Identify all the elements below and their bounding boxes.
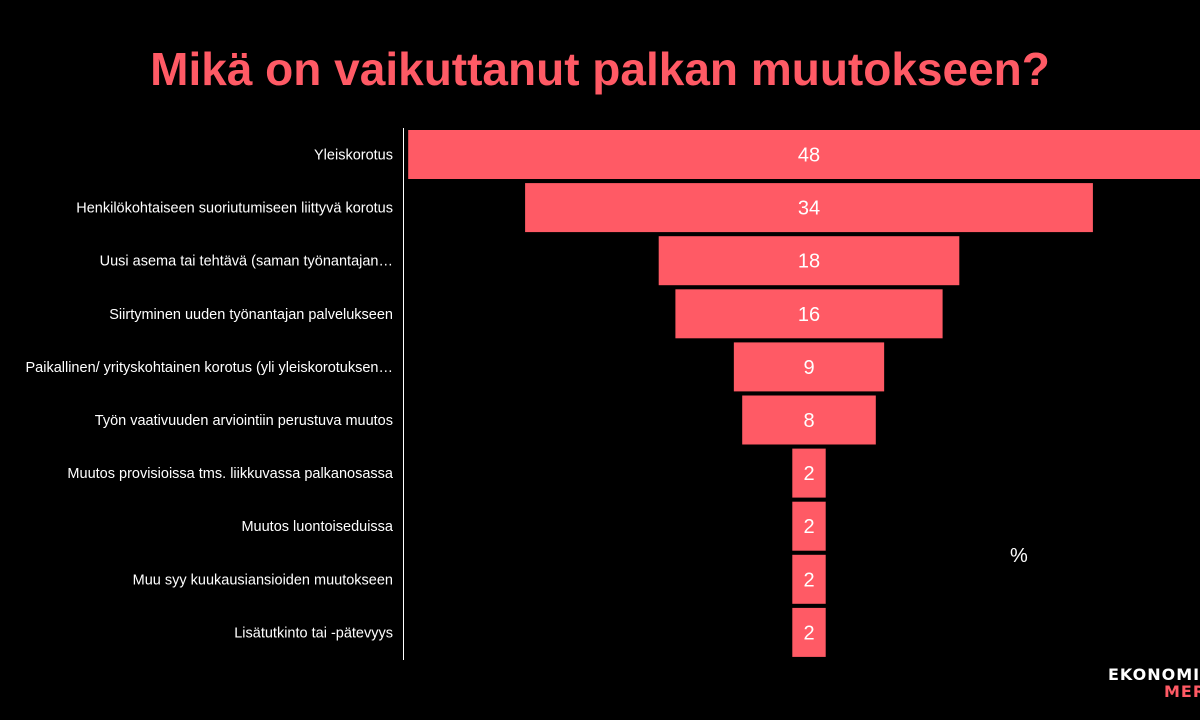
bar-muutos-luontoiseduissa: [792, 501, 826, 551]
bar-lisatutkinto-tai-patevyys: [792, 607, 826, 657]
category-label: Muu syy kuukausiansioiden muutokseen: [133, 572, 393, 588]
brand-logo-line1: EKONOMIT: [1108, 666, 1200, 684]
category-label: Muutos provisioissa tms. liikkuvassa pal…: [67, 466, 394, 482]
category-label: Henkilökohtaiseen suoriutumiseen liittyv…: [76, 201, 393, 217]
category-label: Uusi asema tai tehtävä (saman työnantaja…: [100, 254, 393, 270]
data-label: 48: [798, 145, 820, 167]
data-label: 9: [803, 357, 814, 379]
data-label: 2: [803, 569, 814, 591]
bar-muutos-provisioissa-tms-liikkuvassa-palk: [792, 448, 826, 498]
data-label: 34: [798, 198, 820, 220]
category-label: Paikallinen/ yrityskohtainen korotus (yl…: [26, 360, 394, 376]
category-label: Työn vaativuuden arviointiin perustuva m…: [95, 413, 393, 429]
data-label: 16: [798, 304, 820, 326]
category-label: Lisätutkinto tai -pätevyys: [234, 625, 393, 641]
data-label: 8: [803, 410, 814, 432]
data-label: 2: [803, 516, 814, 538]
bar-paikallinen-yrityskohtainen-korotus-yli-: [733, 342, 885, 392]
category-label: Yleiskorotus: [314, 148, 393, 164]
bar-siirtyminen-uuden-tyonantajan-palvelukse: [675, 289, 943, 339]
bar-henkilokohtaiseen-suoriutumiseen-liittyv: [525, 183, 1093, 233]
unit-label: %: [1010, 545, 1028, 567]
bar-series: [408, 130, 1200, 657]
data-label: 2: [803, 463, 814, 485]
category-label: Siirtyminen uuden työnantajan palvelukse…: [109, 307, 393, 323]
data-label: 2: [803, 622, 814, 644]
category-label: Muutos luontoiseduissa: [241, 519, 393, 535]
bar-muu-syy-kuukausiansioiden-muutokseen: [792, 554, 826, 604]
brand-logo-line2: MER: [1164, 682, 1200, 701]
data-labels: 48 34 18 16 9 8 2 2 2 2: [798, 145, 820, 645]
category-labels: Yleiskorotus Henkilökohtaiseen suoriutumi…: [26, 148, 394, 642]
chart-title: Mikä on vaikuttanut palkan muutokseen?: [150, 43, 1050, 95]
bar-tyon-vaativuuden-arviointiin-perustuva-m: [742, 395, 876, 445]
bar-yleiskorotus: [408, 130, 1200, 179]
brand-logo: EKONOMIT MER: [1108, 666, 1200, 706]
bar-uusi-asema-tai-tehtava-saman-tyonantajan: [658, 236, 960, 286]
data-label: 18: [798, 251, 820, 273]
